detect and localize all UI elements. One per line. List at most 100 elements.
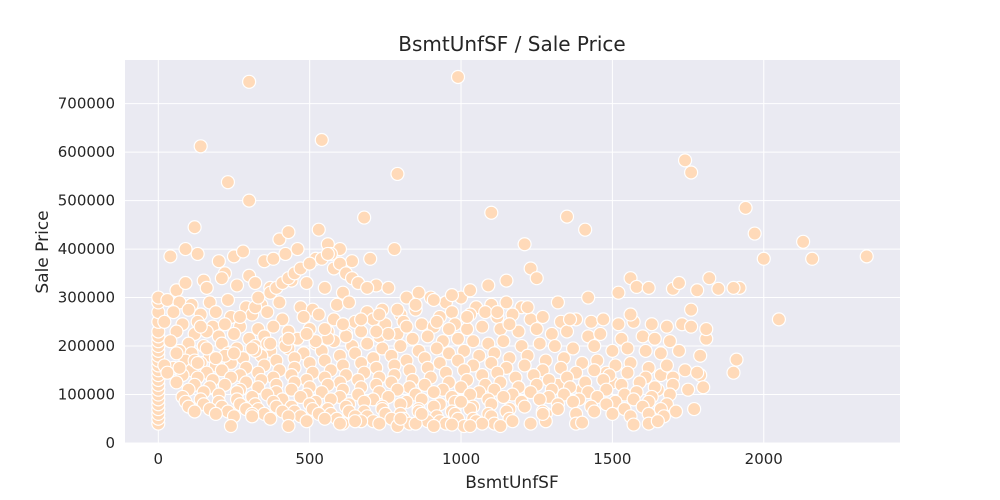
data-point	[535, 309, 550, 325]
data-point	[505, 414, 520, 429]
data-point	[187, 404, 202, 419]
data-point	[414, 317, 429, 332]
data-point	[226, 346, 242, 361]
data-point	[650, 414, 665, 429]
data-point	[157, 314, 172, 329]
data-point	[629, 279, 644, 294]
data-point	[726, 280, 741, 295]
data-point	[381, 280, 396, 295]
data-point	[517, 358, 532, 373]
data-point	[565, 394, 581, 409]
data-point	[671, 275, 687, 291]
data-point	[214, 271, 229, 286]
data-point	[390, 302, 405, 317]
data-point	[596, 312, 611, 327]
data-point	[329, 297, 345, 312]
data-point	[302, 256, 317, 271]
data-point	[587, 363, 602, 378]
data-point	[193, 139, 208, 154]
data-point	[178, 275, 193, 291]
data-point	[544, 326, 559, 342]
data-point	[354, 312, 369, 327]
data-point	[266, 319, 281, 334]
data-point	[726, 365, 741, 380]
data-point	[429, 314, 444, 329]
data-point	[199, 341, 214, 356]
data-point	[611, 317, 626, 332]
data-point	[245, 409, 260, 424]
data-point	[338, 329, 354, 344]
data-point	[281, 418, 296, 434]
y-tick-label: 200000	[58, 337, 115, 355]
data-point	[360, 336, 375, 351]
data-point	[805, 251, 820, 266]
data-point	[296, 309, 311, 325]
data-point	[272, 295, 287, 310]
data-point	[347, 414, 363, 429]
data-point	[390, 166, 405, 182]
data-point	[459, 309, 475, 325]
data-point	[399, 319, 414, 334]
data-point	[242, 74, 257, 89]
data-point	[623, 307, 638, 322]
data-point	[266, 251, 281, 266]
data-point	[738, 200, 753, 215]
data-point	[393, 411, 408, 426]
data-point	[248, 275, 263, 291]
data-point	[453, 394, 469, 409]
data-point	[529, 271, 544, 286]
data-point	[605, 406, 620, 422]
data-point	[463, 418, 478, 434]
data-point	[190, 355, 205, 371]
data-point	[550, 401, 566, 417]
data-point	[260, 305, 275, 320]
data-point	[578, 222, 593, 237]
data-point	[711, 281, 726, 296]
data-point	[671, 343, 687, 358]
data-point	[444, 305, 460, 320]
data-point	[529, 321, 544, 337]
data-point	[263, 411, 278, 426]
data-point	[160, 292, 175, 308]
data-point	[299, 275, 314, 291]
data-points	[151, 69, 874, 434]
y-tick-label: 600000	[58, 143, 115, 161]
data-point	[499, 273, 514, 288]
data-point	[178, 241, 193, 257]
data-point	[381, 326, 396, 342]
data-point	[317, 280, 332, 295]
data-point	[475, 416, 490, 431]
data-point	[696, 380, 711, 395]
data-point	[484, 205, 499, 220]
data-point	[223, 418, 239, 434]
data-point	[199, 280, 214, 295]
data-point	[181, 302, 196, 317]
data-point	[169, 375, 184, 390]
data-point	[235, 244, 251, 259]
data-point	[520, 300, 535, 315]
data-point	[263, 336, 278, 351]
data-point	[859, 249, 874, 264]
data-point	[699, 321, 714, 337]
x-tick-label: 1000	[442, 450, 480, 468]
data-point	[684, 302, 699, 317]
data-point	[684, 165, 699, 180]
x-tick-labels: 0 500 1000 1500 2000	[154, 450, 783, 468]
data-point	[466, 334, 481, 349]
data-point	[517, 399, 532, 414]
data-point	[229, 278, 245, 293]
data-point	[478, 305, 493, 320]
y-tick-labels: 0 100000 200000 300000 400000 500000 600000 700…	[58, 95, 115, 452]
data-point	[747, 226, 762, 241]
data-point	[332, 416, 348, 431]
data-point	[444, 417, 460, 432]
data-point	[414, 406, 429, 422]
data-point	[242, 193, 257, 208]
data-point	[193, 319, 208, 334]
data-point	[532, 392, 547, 407]
data-point	[372, 416, 387, 431]
data-point	[163, 334, 178, 349]
data-point	[372, 307, 387, 322]
data-point	[450, 331, 466, 346]
